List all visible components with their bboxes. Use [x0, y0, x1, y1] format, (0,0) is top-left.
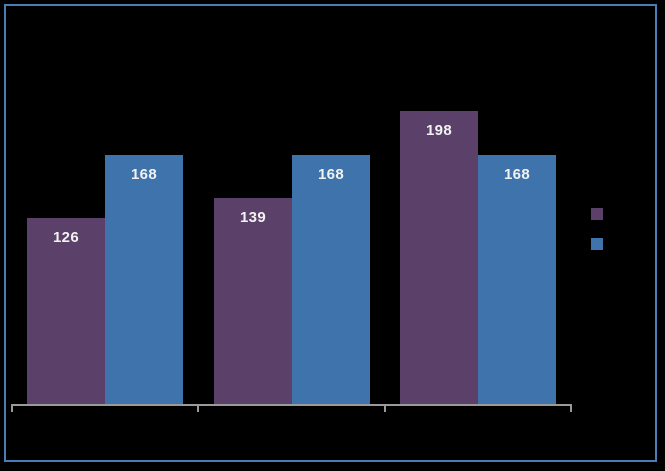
bar-series1-group3: 198: [400, 111, 478, 404]
legend: [591, 208, 603, 250]
x-axis-line: [12, 404, 571, 406]
bar-series2-group1: 168: [105, 155, 183, 404]
bar-series1-group2: 139: [214, 198, 292, 404]
x-axis-tick: [11, 404, 13, 412]
legend-swatch-series2: [591, 238, 603, 250]
bar-data-label: 168: [504, 166, 530, 183]
bar-data-label: 126: [53, 229, 79, 246]
bar-series1-group1: 126: [27, 218, 105, 404]
bar-data-label: 168: [318, 166, 344, 183]
bar-data-label: 139: [240, 209, 266, 226]
bar-series2-group2: 168: [292, 155, 370, 404]
x-axis-tick: [197, 404, 199, 412]
x-axis-tick: [384, 404, 386, 412]
x-axis-tick: [570, 404, 572, 412]
legend-swatch-series1: [591, 208, 603, 220]
bar-series2-group3: 168: [478, 155, 556, 404]
bar-data-label: 198: [426, 122, 452, 139]
bar-data-label: 168: [131, 166, 157, 183]
